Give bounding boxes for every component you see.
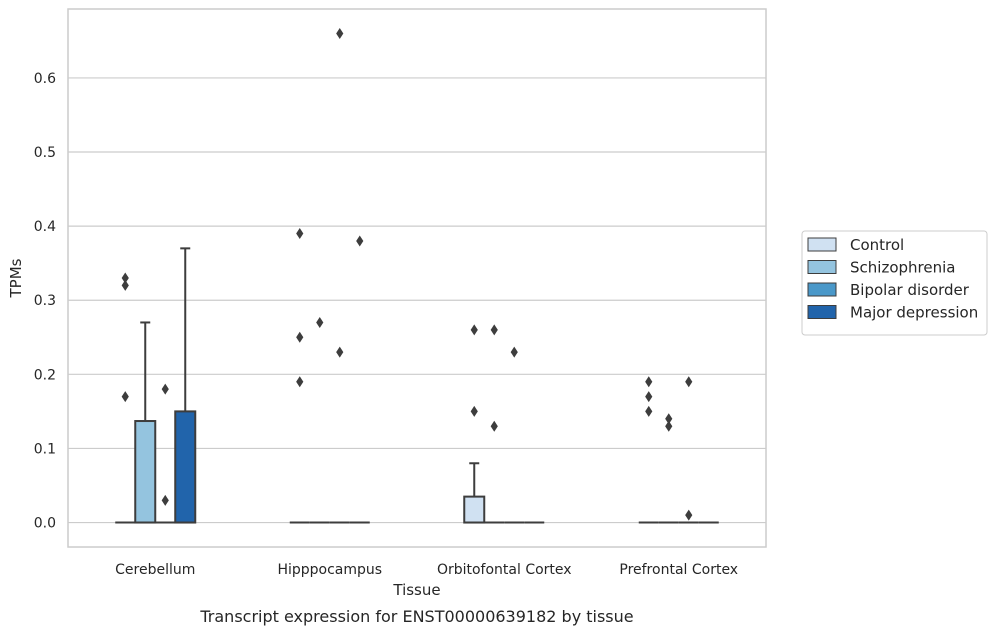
box-rect [174,410,197,524]
x-axis-label: Tissue [392,581,440,599]
outlier-point [336,346,344,358]
box-rect [463,495,486,524]
x-axis-ticks: Cerebellum Hipppocampus Orbitofontal Corte… [115,562,738,578]
legend-swatch [807,260,837,274]
outlier-point [645,391,653,403]
outlier-point [161,383,169,395]
x-tick-label: Hipppocampus [277,562,382,578]
outlier-point [490,420,498,432]
outlier-point [296,331,304,343]
legend-item: Control [807,236,904,254]
outlier-point [665,413,673,425]
x-tick-label: Cerebellum [115,562,195,578]
outlier-point [121,279,129,291]
y-tick-label: 0.6 [34,71,56,87]
box-schizophrenia [134,321,157,524]
outlier-point [121,272,129,284]
legend-swatch [807,282,837,297]
outlier-point [665,420,673,432]
outlier-point [316,316,324,328]
outliers [121,27,693,521]
legend-item: Schizophrenia [807,259,955,277]
plot-frame [67,8,767,548]
outlier-point [645,405,653,417]
outlier-point [356,235,364,247]
legend-label: Bipolar disorder [850,281,970,299]
box-major-depression [174,247,197,524]
y-tick-label: 0.0 [34,516,56,532]
box-rect [134,420,157,524]
legend: Control Schizophrenia Bipolar disorder Majo… [801,230,988,336]
y-tick-label: 0.5 [34,145,56,161]
outlier-point [470,324,478,336]
grid-lines [68,77,766,524]
outlier-point [685,509,693,521]
outlier-point [296,376,304,388]
legend-swatch [807,237,837,252]
boxes [115,247,719,524]
legend-item: Bipolar disorder [807,281,970,299]
outlier-point [685,376,693,388]
outlier-point [296,228,304,240]
y-axis-label: TPMs [7,258,25,298]
chart-caption: Transcript expression for ENST0000063918… [199,607,633,626]
outlier-point [490,324,498,336]
outlier-point [121,391,129,403]
legend-frame [801,230,988,336]
y-axis-ticks: 0.0 0.1 0.2 0.3 0.4 0.5 0.6 [34,71,56,532]
y-tick-label: 0.3 [34,293,56,309]
box-control [463,462,486,524]
legend-label: Control [850,236,904,254]
legend-item: Major depression [807,304,978,322]
y-tick-label: 0.4 [34,219,56,235]
outlier-point [470,405,478,417]
outlier-point [645,376,653,388]
outlier-point [510,346,518,358]
y-tick-label: 0.2 [34,367,56,383]
outlier-point [336,27,344,39]
legend-swatch [807,305,837,319]
outlier-point [161,494,169,506]
x-tick-label: Prefrontal Cortex [619,562,738,578]
legend-label: Major depression [850,304,978,322]
legend-label: Schizophrenia [850,259,955,277]
y-tick-label: 0.1 [34,441,56,457]
x-tick-label: Orbitofontal Cortex [437,562,572,578]
